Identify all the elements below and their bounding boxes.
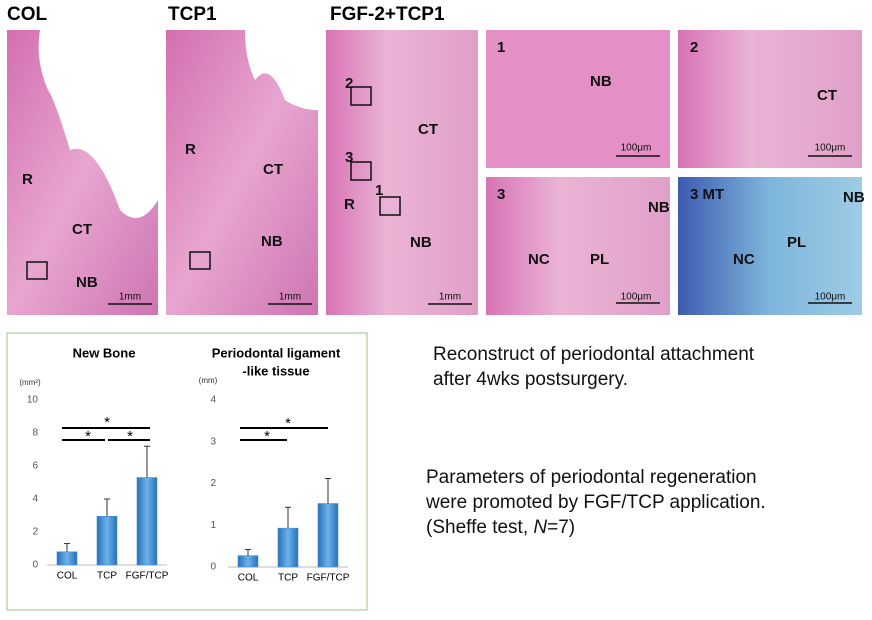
scale-label: 100μm: [621, 143, 652, 154]
significance-mark: *: [285, 415, 291, 432]
bar: [317, 503, 339, 568]
column-title: TCP1: [168, 4, 217, 25]
chart-frame: [6, 332, 368, 611]
image-label: 1: [375, 182, 383, 199]
y-axis-label: (mm): [199, 376, 218, 385]
zoom-box: [189, 251, 211, 270]
scale-label: 100μm: [621, 292, 652, 303]
scale-label: 100μm: [815, 143, 846, 154]
image-label: CT: [263, 161, 283, 178]
image-region: [38, 30, 158, 218]
note-part: (Sheffe test,: [426, 517, 533, 538]
image-label: NB: [648, 199, 670, 216]
scale-label: 1mm: [279, 292, 301, 303]
zoom-box: [379, 196, 401, 216]
zoom-box: [26, 261, 48, 280]
image-label: PL: [787, 234, 806, 251]
bar: [136, 477, 158, 566]
image-label: R: [185, 141, 196, 158]
image-label: PL: [590, 251, 609, 268]
note: Reconstruct of periodontal attachment: [433, 344, 755, 365]
y-tick-label: 10: [27, 395, 39, 406]
image-label: NB: [76, 274, 98, 291]
image-label: NC: [528, 251, 550, 268]
image-label: 3 MT: [690, 186, 724, 203]
x-tick-label: COL: [57, 571, 78, 582]
image-label: 2: [345, 75, 353, 92]
column-title: COL: [7, 4, 48, 25]
note: after 4wks postsurgery.: [433, 369, 628, 390]
significance-mark: *: [104, 414, 110, 431]
y-tick-label: 0: [210, 562, 216, 573]
image-label: CT: [418, 121, 438, 138]
bar: [56, 551, 78, 566]
y-axis-label: (mm²): [19, 378, 41, 387]
image-label: 3: [497, 186, 505, 203]
chart-title: -like tissue: [242, 363, 309, 378]
histology-image: [678, 30, 862, 168]
y-tick-label: 0: [32, 560, 38, 571]
image-label: CT: [72, 221, 92, 238]
image-label: NB: [410, 234, 432, 251]
y-tick-label: 2: [32, 527, 38, 538]
note-part: =7): [547, 517, 575, 538]
chart-title: New Bone: [73, 345, 136, 360]
scale-label: 1mm: [439, 292, 461, 303]
image-label: CT: [817, 87, 837, 104]
x-tick-label: TCP: [97, 571, 117, 582]
image-label: R: [22, 171, 33, 188]
y-tick-label: 8: [32, 428, 38, 439]
image-region: [245, 30, 318, 110]
histology-image: [326, 30, 478, 315]
zoom-box: [350, 161, 372, 181]
bar: [237, 555, 259, 568]
x-tick-label: FGF/TCP: [307, 573, 350, 584]
image-label: NB: [261, 233, 283, 250]
y-tick-label: 2: [210, 478, 216, 489]
note: were promoted by FGF/TCP application.: [425, 492, 766, 513]
y-tick-label: 4: [210, 395, 216, 406]
y-tick-label: 1: [210, 520, 216, 531]
note: (Sheffe test, N=7): [426, 517, 575, 538]
image-label: NC: [733, 251, 755, 268]
bar: [277, 527, 299, 568]
image-label: 2: [690, 39, 698, 56]
bar: [96, 516, 118, 566]
histology-image: [486, 30, 670, 168]
y-tick-label: 3: [210, 436, 216, 447]
image-label: R: [344, 196, 355, 213]
y-tick-label: 6: [32, 461, 38, 472]
x-tick-label: COL: [238, 573, 259, 584]
chart-title: Periodontal ligament: [212, 345, 341, 360]
x-tick-label: TCP: [278, 573, 298, 584]
significance-mark: *: [127, 428, 133, 445]
scale-label: 100μm: [815, 292, 846, 303]
histology-image: [678, 177, 862, 315]
note-part: N: [533, 517, 547, 538]
image-label: 3: [345, 149, 353, 166]
zoom-box: [350, 86, 372, 106]
column-title: FGF-2+TCP1: [330, 4, 445, 25]
significance-mark: *: [264, 428, 270, 445]
image-label: 1: [497, 39, 505, 56]
image-label: NB: [843, 189, 865, 206]
histology-image: [486, 177, 670, 315]
note: Parameters of periodontal regeneration: [426, 467, 757, 488]
significance-mark: *: [85, 428, 91, 445]
scale-label: 1mm: [119, 292, 141, 303]
y-tick-label: 4: [32, 494, 38, 505]
image-label: NB: [590, 73, 612, 90]
scale-bars: [108, 155, 852, 305]
x-tick-label: FGF/TCP: [126, 571, 169, 582]
